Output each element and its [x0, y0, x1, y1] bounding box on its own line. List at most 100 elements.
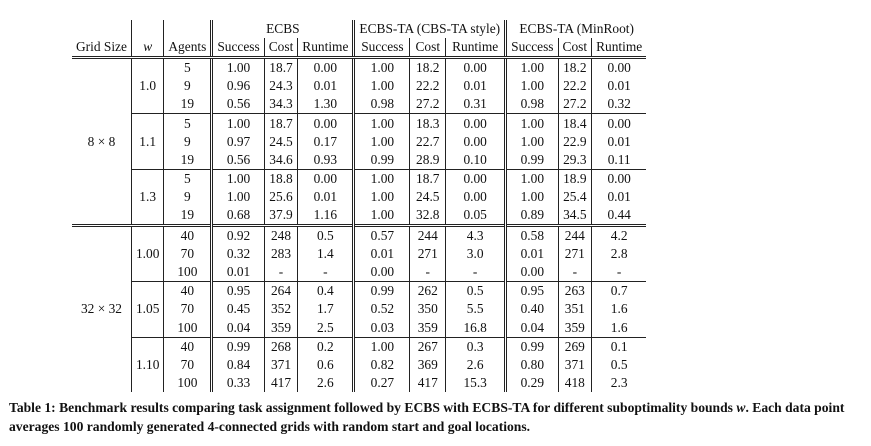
cost-cell: 283	[263, 245, 298, 264]
runtime-cell: 2.5	[297, 318, 354, 338]
runtime-cell: 5.5	[445, 300, 506, 319]
table-row: 1.10 40 0.99 268 0.2 1.00 267 0.3 0.99 269 0.1	[72, 336, 647, 392]
cost-cell: 29.3	[557, 150, 592, 170]
table-row: 70 0.84 371 0.6 0.82 369 2.6 0.80 371 0.5	[72, 355, 647, 374]
success-cell: 0.68	[210, 205, 265, 226]
runtime-cell: 0.01	[445, 77, 506, 96]
cost-cell: -	[263, 263, 298, 282]
runtime-cell: 0.00	[591, 113, 647, 133]
header-empty	[130, 20, 164, 39]
cost-cell: 18.7	[409, 168, 446, 188]
success-cell: 0.99	[504, 336, 559, 356]
table-row: 9 0.96 24.3 0.01 1.00 22.2 0.01 1.00 22.2 0.01	[72, 77, 647, 96]
success-cell: 0.29	[504, 373, 559, 392]
header-empty	[72, 20, 131, 38]
runtime-cell: 2.6	[297, 373, 354, 392]
benchmark-table: ECBS ECBS-TA (CBS-TA style) ECBS-TA (Min…	[72, 20, 647, 392]
cost-cell: 37.9	[263, 205, 298, 226]
success-cell: 0.89	[504, 205, 559, 226]
success-cell: 0.99	[352, 150, 410, 170]
agents-cell: 40	[163, 336, 212, 356]
success-cell: 1.00	[352, 113, 410, 133]
cost-cell: 418	[557, 373, 592, 392]
cost-cell: 24.5	[409, 187, 446, 206]
w-cell: 1.10	[130, 336, 164, 392]
cost-cell: 267	[409, 336, 446, 356]
success-cell: 0.04	[504, 318, 559, 338]
group-header-ecbs: ECBS	[210, 20, 354, 39]
agents-cell: 70	[163, 355, 212, 374]
success-cell: 1.00	[504, 132, 559, 151]
cost-cell: 269	[557, 336, 592, 356]
runtime-cell: 0.00	[445, 168, 506, 188]
success-cell: 0.80	[504, 355, 559, 374]
success-cell: 0.82	[352, 355, 410, 374]
runtime-cell: 0.5	[445, 281, 506, 301]
success-cell: 0.45	[210, 300, 265, 319]
grid-size-cell: 8 × 8	[87, 133, 116, 149]
cost-cell: 417	[409, 373, 446, 392]
runtime-cell: 0.2	[297, 336, 354, 356]
runtime-cell: 1.30	[297, 95, 354, 114]
table-row: 100 0.33 417 2.6 0.27 417 15.3 0.29 418 2.3	[72, 373, 647, 392]
cost-cell: 263	[557, 281, 592, 301]
success-cell: 1.00	[352, 132, 410, 151]
agents-cell: 70	[163, 300, 212, 319]
success-cell: 0.99	[210, 336, 265, 356]
header-runtime: Runtime	[297, 38, 354, 60]
success-cell: 0.98	[352, 95, 410, 114]
success-cell: 1.00	[352, 205, 410, 226]
runtime-cell: 0.01	[591, 187, 647, 206]
cost-cell: 18.9	[557, 168, 592, 188]
agents-cell: 40	[163, 224, 212, 246]
cost-cell: 34.3	[263, 95, 298, 114]
cost-cell: 22.2	[409, 77, 446, 96]
cost-cell: 18.7	[263, 113, 298, 133]
runtime-cell: -	[297, 263, 354, 282]
success-cell: 0.57	[352, 224, 410, 246]
runtime-cell: 0.00	[445, 132, 506, 151]
cost-cell: 417	[263, 373, 298, 392]
runtime-cell: 1.6	[591, 300, 647, 319]
header-runtime: Runtime	[445, 38, 506, 60]
cost-cell: 271	[557, 245, 592, 264]
success-cell: 0.97	[210, 132, 265, 151]
header-cost: Cost	[263, 38, 298, 60]
cost-cell: 371	[557, 355, 592, 374]
w-cell: 1.0	[130, 57, 164, 114]
cost-cell: 18.8	[263, 168, 298, 188]
success-cell: 1.00	[352, 187, 410, 206]
w-cell: 1.05	[130, 281, 164, 338]
cost-cell: 271	[409, 245, 446, 264]
caption-w: w	[736, 400, 746, 415]
cost-cell: 248	[263, 224, 298, 246]
header-empty	[163, 20, 212, 39]
runtime-cell: 16.8	[445, 318, 506, 338]
runtime-cell: 0.01	[297, 187, 354, 206]
success-cell: 0.92	[210, 224, 265, 246]
runtime-cell: 15.3	[445, 373, 506, 392]
runtime-cell: 0.01	[297, 77, 354, 96]
agents-cell: 5	[163, 57, 212, 78]
runtime-cell: 0.05	[445, 205, 506, 226]
success-cell: 1.00	[352, 77, 410, 96]
runtime-cell: 1.7	[297, 300, 354, 319]
agents-cell: 5	[163, 168, 212, 188]
agents-cell: 100	[163, 373, 212, 392]
success-cell: 0.99	[352, 281, 410, 301]
cost-cell: 18.2	[557, 57, 592, 78]
agents-cell: 100	[163, 263, 212, 282]
success-cell: 0.58	[504, 224, 559, 246]
runtime-cell: 0.00	[297, 57, 354, 78]
cost-cell: 351	[557, 300, 592, 319]
cost-cell: 244	[557, 224, 592, 246]
agents-cell: 9	[163, 187, 212, 206]
success-cell: 0.27	[352, 373, 410, 392]
runtime-cell: 2.6	[445, 355, 506, 374]
caption-label: Table 1: Benchmark results comparing tas…	[9, 400, 733, 415]
table-caption: Table 1: Benchmark results comparing tas…	[9, 398, 869, 436]
grid-size-cell: 32 × 32	[72, 224, 132, 392]
agents-cell: 100	[163, 318, 212, 338]
header-cost: Cost	[409, 38, 446, 60]
success-cell: 0.95	[210, 281, 265, 301]
